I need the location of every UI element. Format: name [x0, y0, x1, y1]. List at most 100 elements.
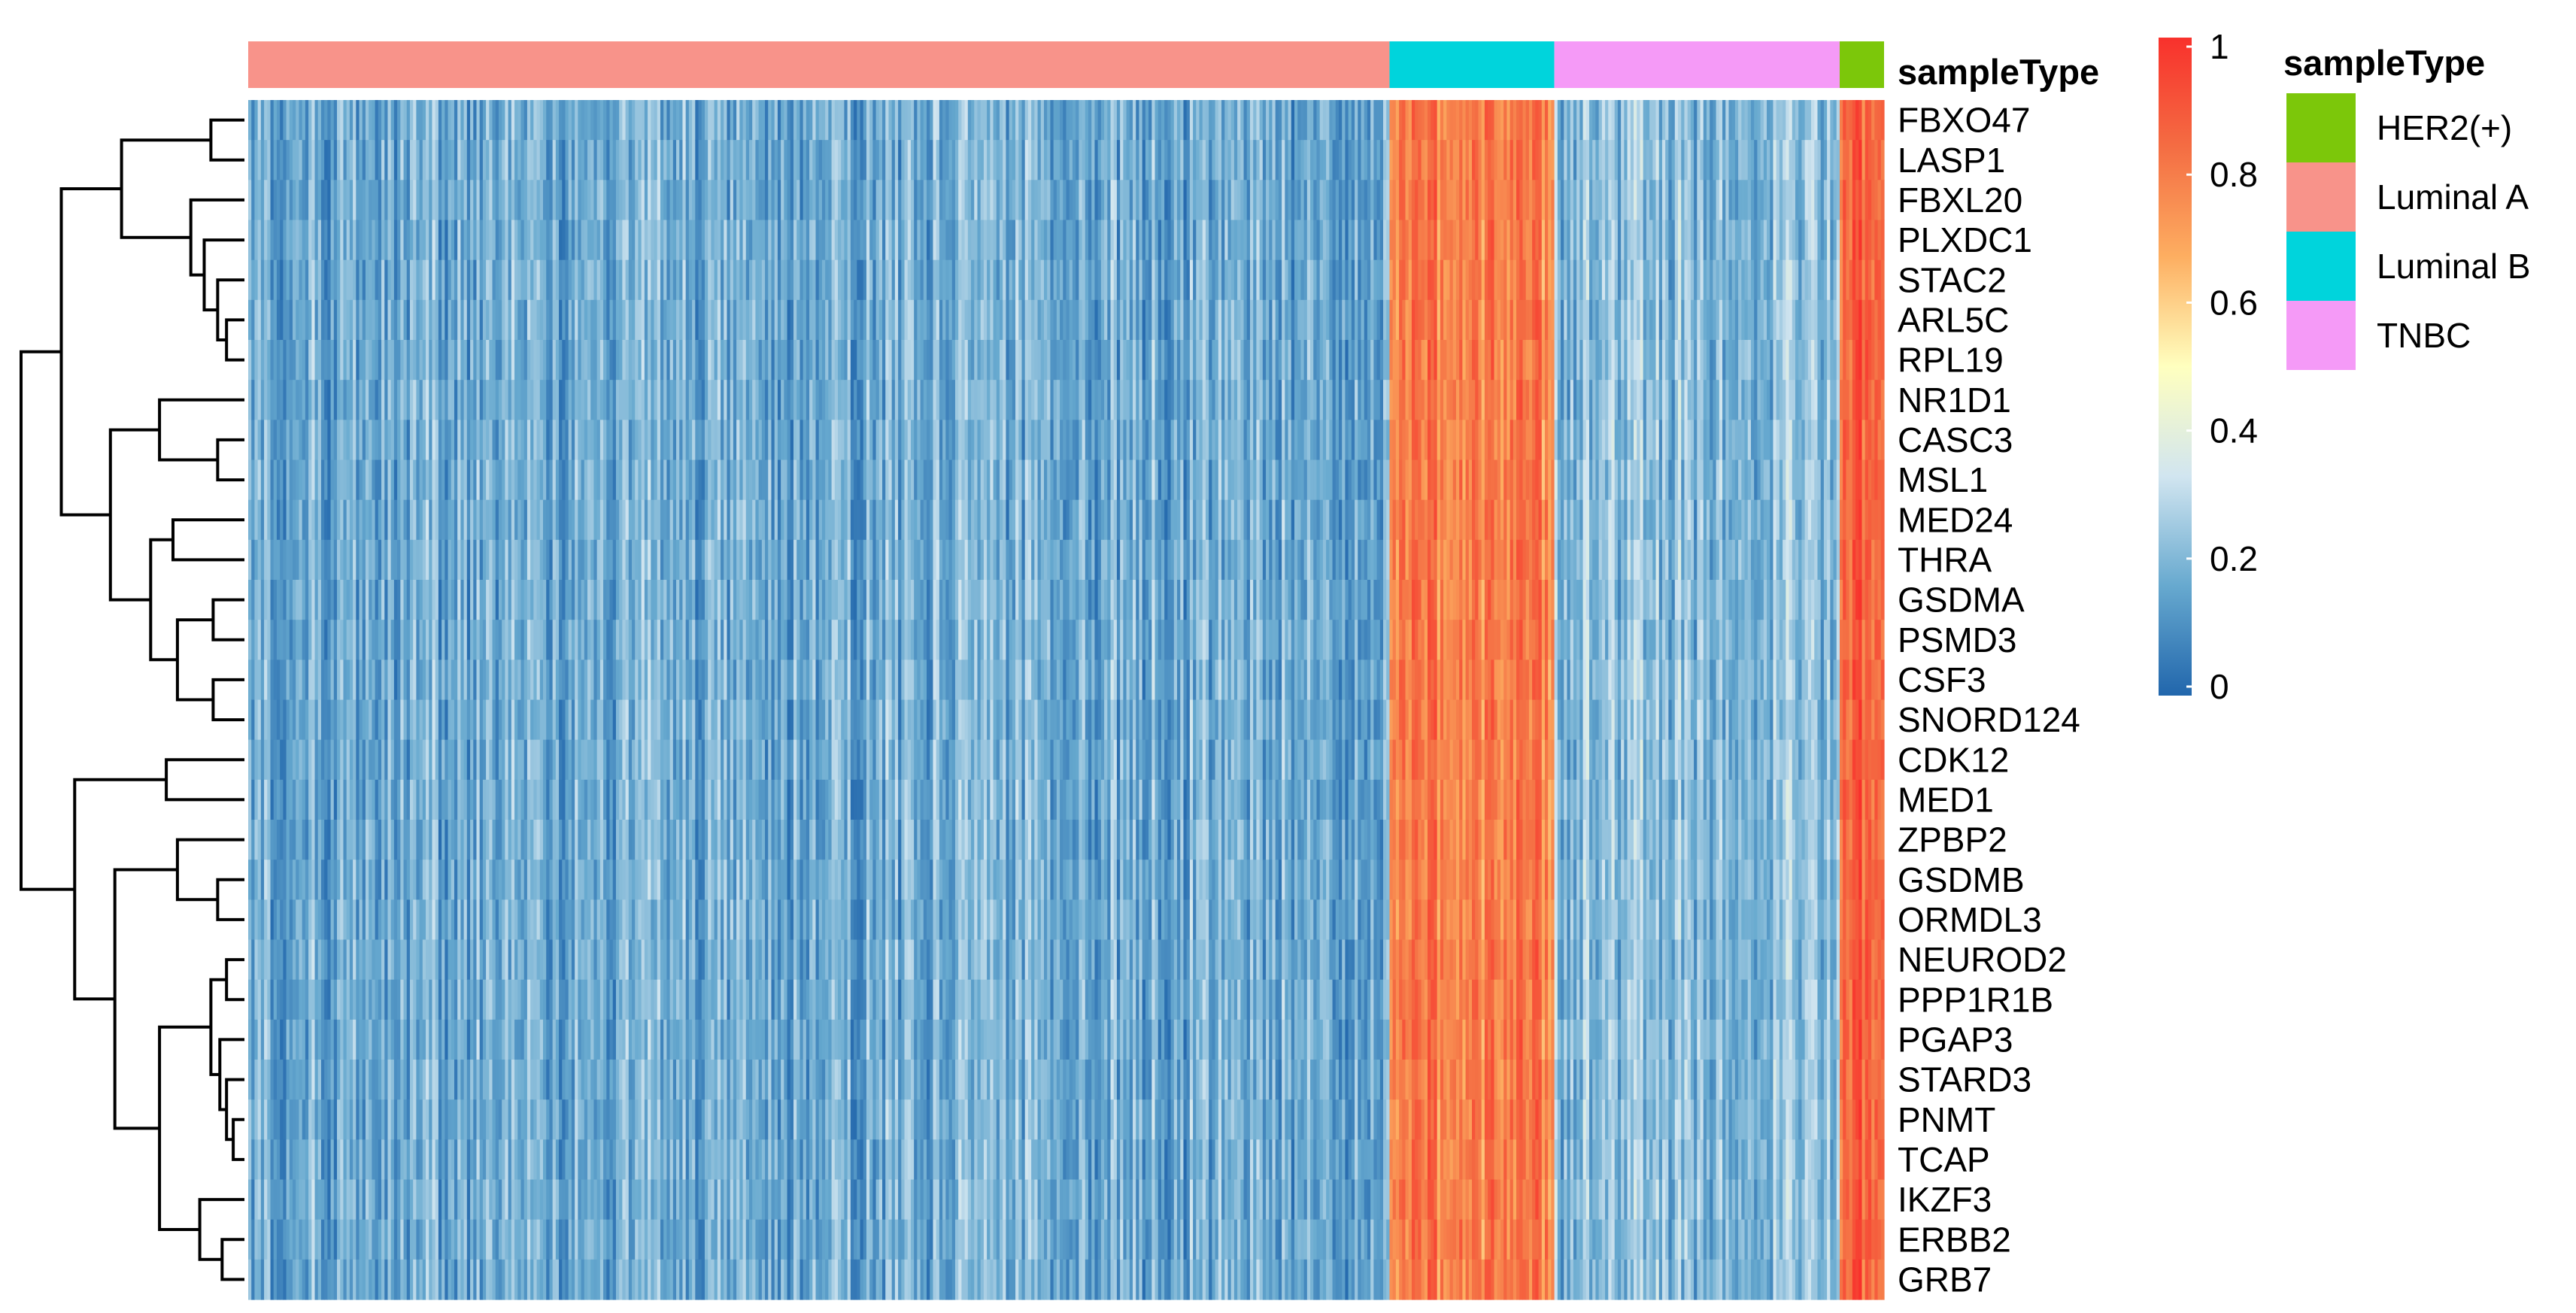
heatmap-cell — [520, 979, 525, 1020]
heatmap-cell — [736, 539, 740, 581]
heatmap-cell — [520, 340, 525, 381]
heatmap-cell — [578, 1060, 582, 1100]
heatmap-cell — [302, 779, 306, 820]
heatmap-cell — [523, 340, 528, 381]
heatmap-cell — [441, 1099, 445, 1140]
heatmap-cell — [724, 860, 728, 900]
heatmap-cell — [314, 220, 319, 261]
heatmap-cell — [520, 820, 525, 860]
heatmap-cell — [628, 259, 633, 301]
heatmap-cell — [663, 820, 667, 860]
heatmap-cell — [466, 699, 471, 741]
heatmap-cell — [748, 340, 753, 381]
heatmap-cell — [685, 899, 690, 941]
heatmap-cell — [400, 939, 405, 981]
heatmap-cell — [615, 899, 620, 941]
heatmap-cell — [489, 420, 493, 461]
heatmap-cell — [688, 140, 693, 180]
heatmap-cell — [403, 1179, 408, 1221]
heatmap-cell — [755, 1259, 760, 1300]
heatmap-cell — [270, 899, 275, 941]
heatmap-cell — [543, 499, 547, 541]
heatmap-cell — [520, 100, 525, 141]
heatmap-cell — [578, 539, 582, 581]
heatmap-cell — [530, 499, 534, 541]
heatmap-cell — [565, 739, 569, 781]
heatmap-cell — [403, 1060, 408, 1100]
heatmap-cell — [724, 739, 728, 781]
heatmap-cell — [293, 1259, 296, 1300]
heatmap-cell — [384, 340, 389, 381]
heatmap-cell — [688, 739, 693, 781]
heatmap-cell — [562, 779, 566, 820]
heatmap-cell — [571, 539, 575, 581]
heatmap-cell — [320, 1259, 325, 1300]
heatmap-cell — [429, 340, 433, 381]
heatmap-cell — [584, 1259, 588, 1300]
heatmap-cell — [495, 979, 499, 1020]
heatmap-cell — [771, 1099, 775, 1140]
heatmap-cell — [679, 299, 684, 341]
heatmap-cell — [768, 939, 772, 981]
heatmap-cell — [451, 820, 455, 860]
heatmap-cell — [489, 220, 493, 261]
heatmap-cell — [273, 299, 278, 341]
heatmap-cell — [733, 979, 737, 1020]
heatmap-cell — [578, 499, 582, 541]
heatmap-cell — [320, 1099, 325, 1140]
heatmap-cell — [283, 620, 287, 660]
heatmap-cell — [575, 899, 578, 941]
heatmap-cell — [378, 499, 382, 541]
heatmap-cell — [327, 739, 332, 781]
heatmap-cell — [426, 340, 429, 381]
heatmap-cell — [479, 820, 484, 860]
heatmap-cell — [571, 299, 575, 341]
heatmap-cell — [619, 539, 623, 581]
heatmap-cell — [413, 1099, 417, 1140]
heatmap-cell — [460, 299, 465, 341]
heatmap-cell — [698, 620, 702, 660]
heatmap-cell — [505, 660, 509, 701]
heatmap-cell — [324, 299, 328, 341]
heatmap-cell — [311, 420, 316, 461]
heatmap-cell — [654, 380, 658, 420]
heatmap-cell — [666, 1060, 671, 1100]
heatmap-cell — [365, 420, 369, 461]
heatmap-cell — [603, 739, 607, 781]
heatmap-cell — [365, 340, 369, 381]
heatmap-cell — [476, 660, 481, 701]
heatmap-cell — [632, 739, 636, 781]
heatmap-cell — [546, 1139, 551, 1181]
heatmap-cell — [698, 499, 702, 541]
heatmap-cell — [489, 899, 493, 941]
heatmap-cell — [340, 140, 344, 180]
heatmap-cell — [765, 140, 769, 180]
heatmap-cell — [708, 220, 712, 261]
heatmap-cell — [369, 1139, 372, 1181]
heatmap-cell — [283, 539, 287, 581]
heatmap-cell — [486, 1179, 490, 1221]
heatmap-cell — [565, 939, 569, 981]
heatmap-cell — [654, 1259, 658, 1300]
heatmap-cell — [320, 380, 325, 420]
heatmap-cell — [721, 899, 724, 941]
heatmap-cell — [752, 100, 757, 141]
heatmap-cell — [555, 539, 560, 581]
heatmap-cell — [293, 699, 296, 741]
heatmap-cell — [727, 140, 731, 180]
heatmap-cell — [454, 1060, 458, 1100]
heatmap-cell — [708, 1099, 712, 1140]
heatmap-cell — [546, 380, 551, 420]
heatmap-cell — [736, 580, 740, 620]
heatmap-cell — [559, 259, 563, 301]
heatmap-cell — [632, 340, 636, 381]
heatmap-cell — [752, 820, 757, 860]
heatmap-cell — [641, 180, 645, 221]
heatmap-cell — [317, 1099, 322, 1140]
heatmap-cell — [565, 820, 569, 860]
heatmap-cell — [565, 660, 569, 701]
heatmap-cell — [276, 899, 281, 941]
heatmap-cell — [409, 1019, 414, 1060]
heatmap-cell — [270, 100, 275, 141]
heatmap-cell — [327, 899, 332, 941]
